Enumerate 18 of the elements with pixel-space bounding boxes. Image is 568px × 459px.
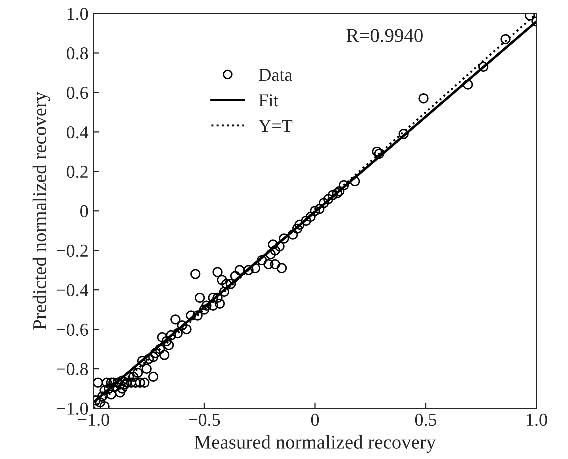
y-tick-label: 0.8 — [66, 48, 88, 60]
x-tick-label: −0.5 — [189, 414, 220, 426]
x-tick-label: 0.5 — [415, 414, 437, 426]
x-tick-label: 0 — [311, 414, 320, 426]
y-tick-label: −1.0 — [57, 402, 88, 416]
y-tick-label: −0.2 — [57, 244, 88, 258]
y-tick-label: 0 — [80, 205, 88, 218]
x-tick-label: 1.0 — [527, 414, 548, 426]
y-tick-label: 0.6 — [66, 86, 88, 100]
y-tick-label: 1.0 — [68, 8, 88, 20]
y-tick-label: −0.4 — [57, 284, 89, 297]
x-tick-label: −1.0 — [78, 414, 110, 426]
y-tick-label: −0.6 — [57, 324, 88, 336]
x-axis-title: Measured normalized recovery — [194, 435, 436, 453]
y-tick-label: −0.8 — [57, 363, 88, 376]
y-tick-label: 0.4 — [66, 126, 89, 139]
y-tick-label: 0.2 — [66, 166, 88, 178]
y-axis-title: Predicted normalized recovery — [32, 92, 51, 330]
